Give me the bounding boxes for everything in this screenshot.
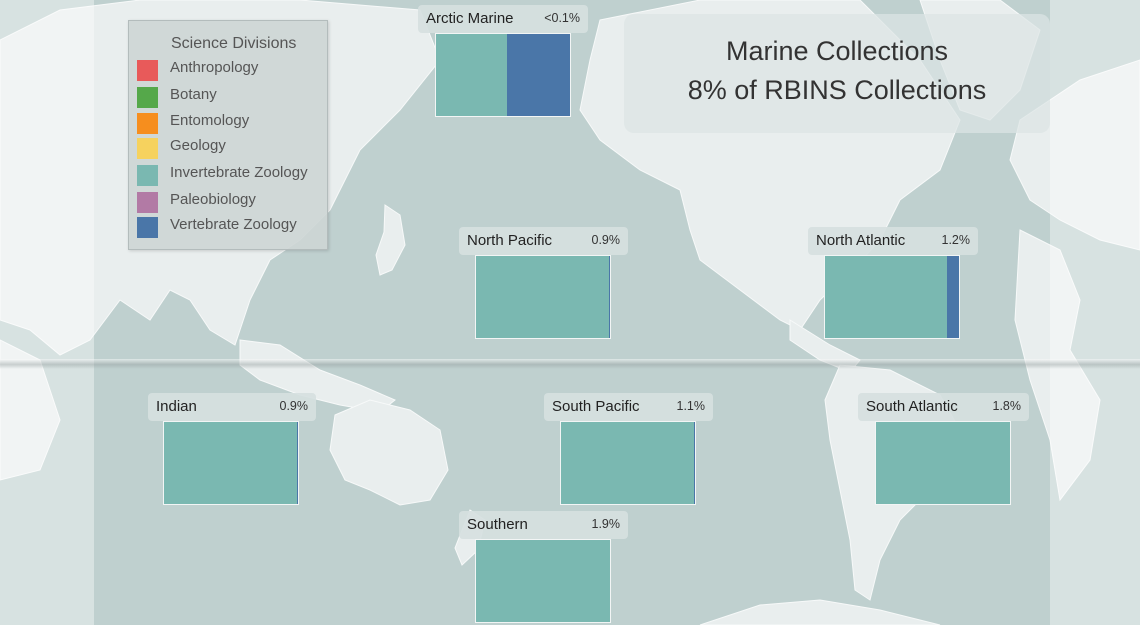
ocean-box-arctic-marine[interactable] xyxy=(435,33,571,117)
title-box: Marine Collections 8% of RBINS Collectio… xyxy=(624,14,1050,133)
ocean-percent: 1.1% xyxy=(676,399,706,413)
ocean-percent: 0.9% xyxy=(591,233,621,247)
ocean-name: Indian xyxy=(156,398,197,415)
segment-invertebrate-zoology xyxy=(561,422,695,504)
legend-swatch xyxy=(137,165,158,186)
legend-label: Paleobiology xyxy=(170,191,256,208)
legend-item-geology[interactable]: Geology xyxy=(137,137,327,159)
equator-divider xyxy=(0,359,1140,369)
legend-item-paleobiology[interactable]: Paleobiology xyxy=(137,191,327,213)
legend-label: Invertebrate Zoology xyxy=(170,164,308,181)
map-edge-fade-left xyxy=(0,0,94,625)
ocean-box-south-atlantic[interactable] xyxy=(875,421,1011,505)
ocean-percent: <0.1% xyxy=(544,11,580,25)
segment-vertebrate-zoology xyxy=(507,34,570,116)
map-edge-fade-right xyxy=(1050,0,1140,625)
legend-label: Geology xyxy=(170,137,226,154)
ocean-name: North Atlantic xyxy=(816,232,906,249)
segment-invertebrate-zoology xyxy=(436,34,508,116)
legend-swatch xyxy=(137,87,158,108)
segment-vertebrate-zoology xyxy=(694,422,695,504)
legend-swatch xyxy=(137,192,158,213)
segment-vertebrate-zoology xyxy=(296,422,298,504)
ocean-percent: 1.9% xyxy=(591,517,621,531)
legend-item-invertebrate-zoology[interactable]: Invertebrate Zoology xyxy=(137,164,327,186)
legend-label: Anthropology xyxy=(170,59,259,76)
ocean-name: South Pacific xyxy=(552,398,640,415)
legend-swatch xyxy=(137,217,158,238)
ocean-header-southern: Southern 1.9% xyxy=(459,511,628,539)
ocean-percent: 1.8% xyxy=(992,399,1022,413)
landmass-australia xyxy=(329,399,449,506)
segment-invertebrate-zoology xyxy=(164,422,297,504)
legend: Science Divisions Anthropology Botany En… xyxy=(128,20,328,250)
landmass-africa-west xyxy=(0,339,61,481)
legend-label: Vertebrate Zoology xyxy=(170,216,297,233)
page-title: Marine Collections xyxy=(725,36,949,66)
ocean-box-southern[interactable] xyxy=(475,539,611,623)
legend-item-vertebrate-zoology[interactable]: Vertebrate Zoology xyxy=(137,216,327,238)
ocean-box-south-pacific[interactable] xyxy=(560,421,696,505)
ocean-name: South Atlantic xyxy=(866,398,958,415)
page-subtitle: 8% of RBINS Collections xyxy=(687,75,987,105)
ocean-header-indian: Indian 0.9% xyxy=(148,393,316,421)
ocean-header-north-pacific: North Pacific 0.9% xyxy=(459,227,628,255)
legend-item-botany[interactable]: Botany xyxy=(137,86,327,108)
ocean-box-north-pacific[interactable] xyxy=(475,255,611,339)
ocean-percent: 1.2% xyxy=(941,233,971,247)
legend-item-anthropology[interactable]: Anthropology xyxy=(137,59,327,81)
legend-label: Entomology xyxy=(170,112,250,129)
ocean-name: Arctic Marine xyxy=(426,10,514,27)
landmass-antarctica xyxy=(699,599,941,625)
segment-invertebrate-zoology xyxy=(476,540,610,622)
segment-vertebrate-zoology xyxy=(608,256,610,338)
ocean-header-north-atlantic: North Atlantic 1.2% xyxy=(808,227,978,255)
legend-title: Science Divisions xyxy=(171,35,297,52)
legend-label: Botany xyxy=(170,86,217,103)
ocean-name: North Pacific xyxy=(467,232,553,249)
landmass-japan xyxy=(375,204,406,276)
ocean-header-south-pacific: South Pacific 1.1% xyxy=(544,393,713,421)
segment-invertebrate-zoology xyxy=(476,256,609,338)
legend-swatch xyxy=(137,113,158,134)
ocean-name: Southern xyxy=(467,516,528,533)
legend-swatch xyxy=(137,138,158,159)
ocean-header-south-atlantic: South Atlantic 1.8% xyxy=(858,393,1029,421)
ocean-box-north-atlantic[interactable] xyxy=(824,255,960,339)
segment-vertebrate-zoology xyxy=(946,256,959,338)
segment-invertebrate-zoology xyxy=(825,256,947,338)
ocean-percent: 0.9% xyxy=(279,399,309,413)
ocean-header-arctic-marine: Arctic Marine <0.1% xyxy=(418,5,588,33)
legend-item-entomology[interactable]: Entomology xyxy=(137,112,327,134)
segment-invertebrate-zoology xyxy=(876,422,1010,504)
ocean-box-indian[interactable] xyxy=(163,421,299,505)
legend-swatch xyxy=(137,60,158,81)
